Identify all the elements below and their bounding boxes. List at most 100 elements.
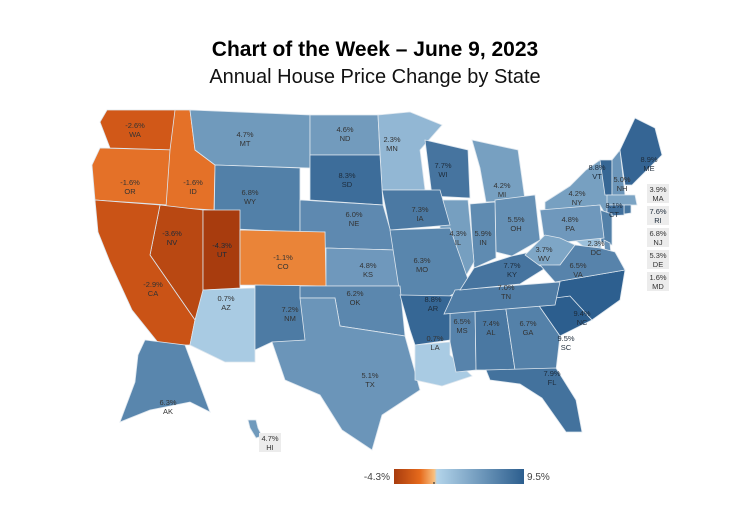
state-ar[interactable] xyxy=(399,294,456,346)
state-value: 7.4% xyxy=(482,319,499,328)
state-code: AR xyxy=(428,304,439,313)
state-value: 1.6% xyxy=(649,273,666,282)
state-label-az: 0.7%AZ xyxy=(217,294,234,312)
state-label-nc: 9.4%NC xyxy=(573,309,590,327)
state-value: 8.1% xyxy=(605,201,622,210)
label-box xyxy=(647,206,669,225)
state-code: CO xyxy=(277,262,288,271)
state-ri[interactable] xyxy=(623,204,632,215)
state-label-tn: 7.0%TN xyxy=(497,283,514,301)
state-code: AZ xyxy=(221,303,231,312)
state-code: KY xyxy=(507,270,517,279)
state-label-nd: 4.6%ND xyxy=(336,125,353,143)
state-code: WY xyxy=(244,197,256,206)
state-label-md: 1.6%MD xyxy=(647,272,669,291)
state-code: AL xyxy=(486,328,495,337)
state-code: NE xyxy=(349,219,359,228)
state-code: VT xyxy=(592,172,602,181)
state-label-vt: 8.8%VT xyxy=(588,163,605,181)
state-code: FL xyxy=(548,378,557,387)
state-label-la: 0.7%LA xyxy=(426,334,443,352)
state-value: 6.8% xyxy=(649,229,666,238)
state-value: 0.7% xyxy=(426,334,443,343)
state-ak[interactable] xyxy=(119,339,211,423)
state-code: OR xyxy=(124,187,136,196)
state-label-ak: 6.3%AK xyxy=(159,398,176,416)
state-code: TX xyxy=(365,380,375,389)
state-ia[interactable] xyxy=(381,189,451,231)
state-label-wi: 7.7%WI xyxy=(434,161,451,179)
state-code: OH xyxy=(510,224,521,233)
state-value: -1.6% xyxy=(120,178,140,187)
legend-gradient-bar xyxy=(394,469,524,484)
state-pa[interactable] xyxy=(539,204,605,245)
state-code: CT xyxy=(609,210,619,219)
state-label-mn: 2.3%MN xyxy=(383,135,400,153)
state-code: HI xyxy=(266,443,274,452)
state-value: 4.8% xyxy=(359,261,376,270)
state-value: 7.0% xyxy=(497,283,514,292)
state-code: TN xyxy=(501,292,511,301)
state-label-mo: 6.3%MO xyxy=(413,256,430,274)
state-code: UT xyxy=(217,250,227,259)
state-label-ri: 7.6%RI xyxy=(647,206,669,225)
state-me[interactable] xyxy=(619,117,663,186)
state-code: DC xyxy=(591,248,602,257)
state-label-ut: -4.3%UT xyxy=(212,241,232,259)
state-label-nv: -3.6%NV xyxy=(162,229,182,247)
state-value: 4.2% xyxy=(493,181,510,190)
state-value: 4.7% xyxy=(236,130,253,139)
state-label-ky: 7.7%KY xyxy=(503,261,520,279)
state-code: MD xyxy=(652,282,664,291)
state-value: 2.3% xyxy=(587,239,604,248)
state-code: MN xyxy=(386,144,398,153)
state-code: ID xyxy=(189,187,197,196)
state-va[interactable] xyxy=(539,244,626,283)
state-code: AK xyxy=(163,407,173,416)
state-value: -4.3% xyxy=(212,241,232,250)
state-value: 4.2% xyxy=(568,189,585,198)
state-label-ar: 8.8%AR xyxy=(424,295,441,313)
state-label-ma: 3.9%MA xyxy=(647,184,669,203)
state-code: MS xyxy=(456,326,467,335)
state-code: KS xyxy=(363,270,373,279)
color-legend: -4.3% 9.5% xyxy=(364,469,550,484)
state-value: 7.7% xyxy=(503,261,520,270)
state-value: 9.5% xyxy=(557,334,574,343)
state-code: MA xyxy=(652,194,663,203)
state-value: 8.8% xyxy=(424,295,441,304)
state-tx[interactable] xyxy=(271,297,421,451)
state-wi[interactable] xyxy=(424,139,471,199)
state-value: 4.6% xyxy=(336,125,353,134)
state-value: 7.2% xyxy=(281,305,298,314)
state-code: NJ xyxy=(653,238,662,247)
state-label-ct: 8.1%CT xyxy=(605,201,622,219)
state-ms[interactable] xyxy=(449,304,477,373)
state-label-de: 5.3%DE xyxy=(647,250,669,269)
state-value: 6.5% xyxy=(569,261,586,270)
state-code: ND xyxy=(340,134,351,143)
state-code: VA xyxy=(573,270,582,279)
state-code: PA xyxy=(565,224,574,233)
state-label-wv: 3.7%WV xyxy=(535,245,552,263)
state-fl[interactable] xyxy=(485,367,583,433)
label-box xyxy=(259,433,281,452)
state-value: 7.9% xyxy=(543,369,560,378)
state-code: SC xyxy=(561,343,572,352)
state-label-wa: -2.6%WA xyxy=(125,121,145,139)
label-box xyxy=(647,184,669,203)
state-value: 6.5% xyxy=(453,317,470,326)
state-tn[interactable] xyxy=(443,281,561,315)
state-value: 6.3% xyxy=(159,398,176,407)
state-value: 6.0% xyxy=(345,210,362,219)
state-ma[interactable] xyxy=(606,194,638,206)
state-code: MO xyxy=(416,265,428,274)
state-value: -3.6% xyxy=(162,229,182,238)
state-label-nh: 5.0%NH xyxy=(613,175,630,193)
state-code: LA xyxy=(430,343,439,352)
state-label-fl: 7.9%FL xyxy=(543,369,560,387)
state-label-nm: 7.2%NM xyxy=(281,305,298,323)
state-or[interactable] xyxy=(91,147,176,206)
label-box xyxy=(647,250,669,269)
state-label-ca: -2.9%CA xyxy=(143,280,163,298)
